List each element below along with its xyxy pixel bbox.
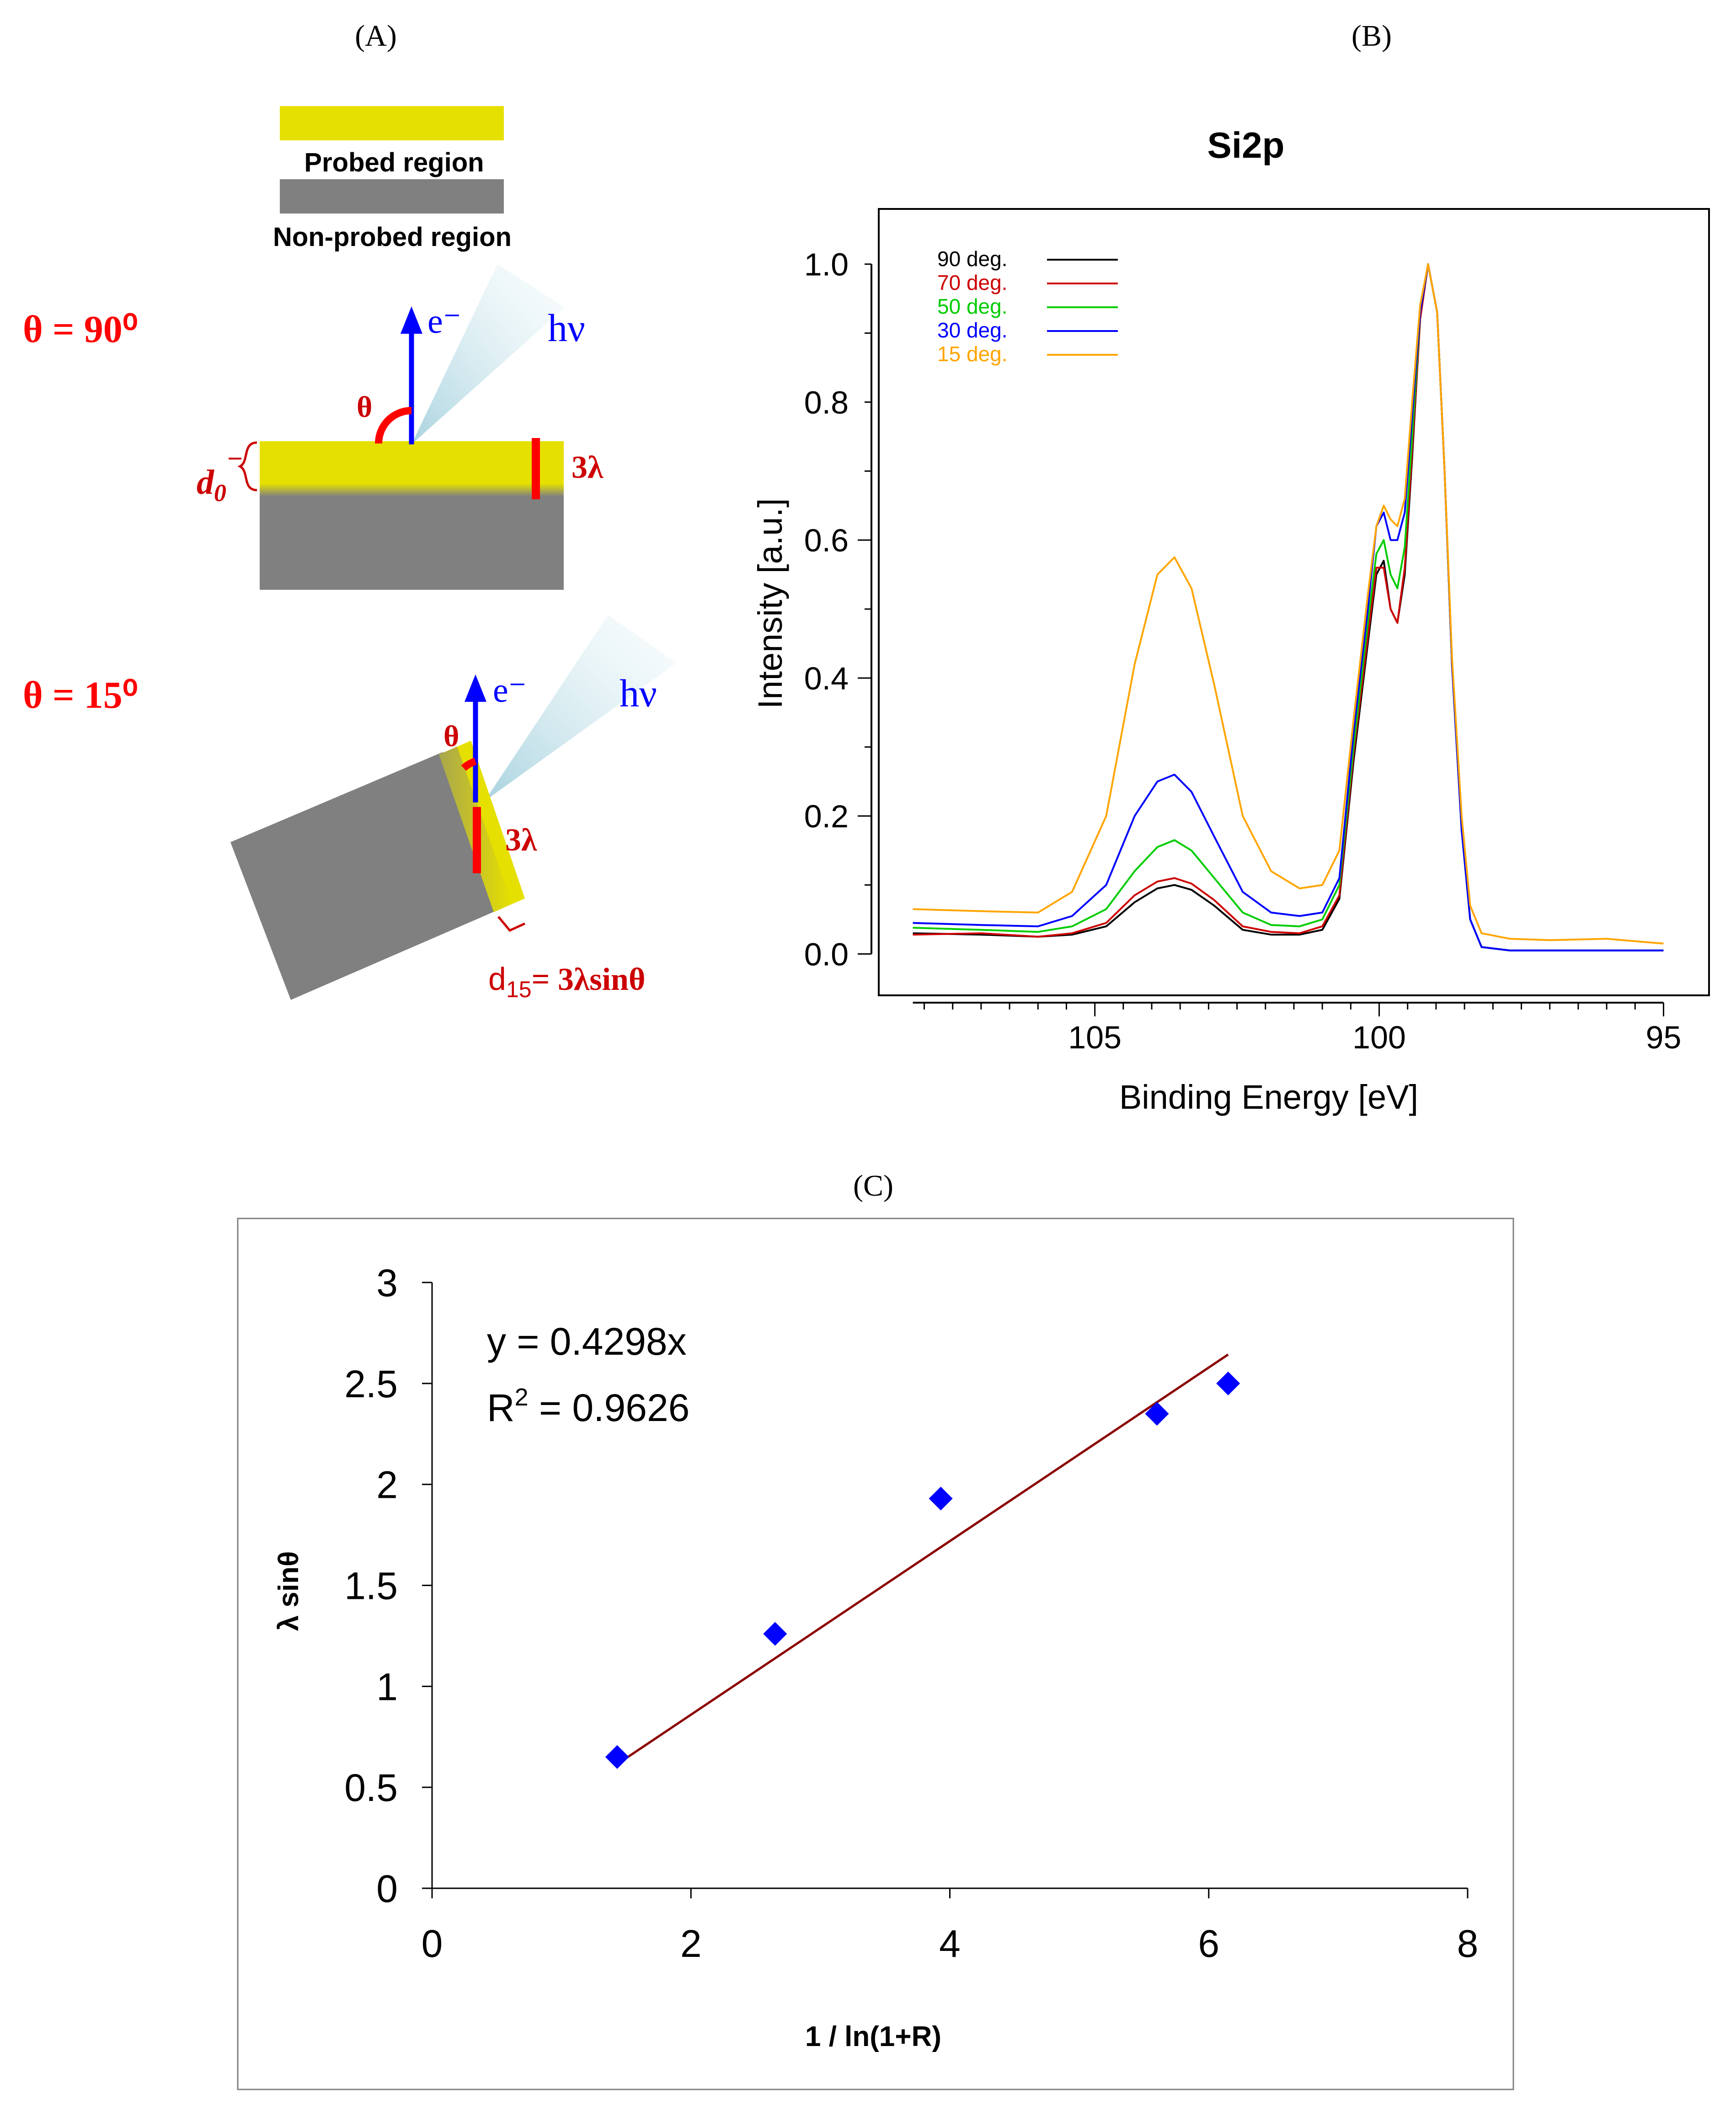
electron-label-15: e⁻: [493, 671, 527, 710]
legend-entry-label: 30 deg.: [937, 318, 1007, 342]
depth-bracket-15: [497, 916, 526, 932]
chart-c-fit: [616, 1353, 1229, 1765]
panel-a-label: (A): [355, 19, 397, 53]
case-90-diagram: θ = 90⁰ θ e⁻ hν 3λ d0: [23, 264, 604, 590]
y-tick-label: 2: [376, 1464, 398, 1507]
electron-label: e⁻: [427, 302, 461, 341]
data-point-marker: [763, 1622, 787, 1646]
chart-c-points: [605, 1371, 1240, 1769]
chart-b-legend: 90 deg.70 deg.50 deg.30 deg.15 deg.: [937, 247, 1118, 366]
angle-theta-label-15: θ: [443, 720, 459, 753]
case-90-title: θ = 90⁰: [23, 308, 138, 351]
depth-formula-text-15: = 3λsinθ: [532, 962, 646, 997]
legend-entry-label: 90 deg.: [937, 247, 1007, 271]
chart-c-xlabel: 1 / ln(1+R): [805, 2021, 941, 2052]
x-tick-label: 105: [1068, 1020, 1122, 1055]
data-point-marker: [605, 1745, 629, 1769]
angle-arc: [375, 407, 412, 444]
chart-b-ylabel: Intensity [a.u.]: [751, 498, 789, 709]
photon-beam: [411, 264, 565, 444]
legend-entry-label: 50 deg.: [937, 294, 1007, 318]
y-tick-label: 1: [376, 1665, 398, 1708]
angle-arc-15: [461, 758, 477, 771]
panel-b: (B) Si2p 105 100 95 0.0 0.2 0.4 0.6 0.8 1.0 90 d…: [751, 19, 1710, 1116]
series-line: [913, 263, 1664, 951]
x-tick-label: 4: [939, 1922, 961, 1965]
photon-label-15: hν: [620, 671, 657, 715]
panel-a: (A) Probed region Non-probed region θ = …: [23, 19, 677, 1002]
chart-c-ylabel: λ sinθ: [273, 1551, 304, 1631]
photon-beam-15: [485, 615, 677, 801]
photon-label: hν: [548, 306, 585, 350]
chart-b-xlabel: Binding Energy [eV]: [1119, 1078, 1418, 1116]
depth-formula-15: d15= 3λsinθ: [488, 961, 646, 1002]
panel-b-label: (B): [1351, 19, 1392, 53]
non-probed-region: [260, 489, 564, 590]
angle-theta-label: θ: [357, 390, 372, 424]
x-tick-label: 8: [1457, 1922, 1479, 1965]
chart-c-axes: 0 0.5 1 1.5 2 2.5 3 0 2 4 6 8: [344, 1261, 1478, 1965]
data-point-marker: [1216, 1371, 1240, 1395]
depth-subscript: 0: [214, 479, 226, 507]
fit-equation: y = 0.4298x: [487, 1320, 687, 1363]
y-tick-label: 2.5: [344, 1362, 398, 1405]
electron-arrow-head: [401, 306, 422, 334]
x-tick-label: 95: [1646, 1020, 1682, 1055]
series-line: [913, 263, 1664, 951]
thickness-label-15: 3λ: [505, 823, 537, 858]
series-line: [913, 263, 1664, 951]
probed-region-fade: [260, 484, 564, 497]
depth-label: d0: [197, 463, 226, 507]
series-line: [913, 263, 1664, 945]
y-tick-label: 0.2: [804, 799, 849, 834]
depth-subscript-15: 15: [506, 977, 532, 1002]
fit-line: [616, 1353, 1229, 1765]
panel-c-label: (C): [853, 1169, 893, 1202]
legend-entry-label: 70 deg.: [937, 271, 1007, 294]
depth-brace: [237, 441, 257, 492]
non-probed-legend-swatch: [280, 179, 504, 214]
r2-value: = 0.9626: [529, 1386, 690, 1429]
chart-c-outer-frame: [237, 1218, 1514, 2090]
depth-symbol: d: [197, 463, 214, 502]
y-tick-label: 0: [376, 1867, 398, 1910]
thickness-label: 3λ: [572, 450, 604, 485]
data-point-marker: [1145, 1402, 1169, 1426]
electron-arrow-head-15: [465, 674, 486, 702]
y-tick-label: 0.8: [804, 385, 849, 420]
y-tick-label: 1.0: [804, 247, 849, 283]
chart-b-axes: 105 100 95 0.0 0.2 0.4 0.6 0.8 1.0: [804, 247, 1682, 1055]
non-probed-legend-label: Non-probed region: [273, 222, 512, 252]
series-line: [913, 263, 1664, 951]
legend-entry-label: 15 deg.: [937, 342, 1007, 366]
r2-prefix: R: [487, 1386, 515, 1429]
probed-region: [260, 441, 564, 489]
y-tick-label: 0.5: [344, 1766, 398, 1809]
data-point-marker: [929, 1486, 953, 1511]
y-tick-label: 3: [376, 1261, 398, 1304]
r2-superscript: 2: [515, 1384, 529, 1411]
chart-b-title: Si2p: [1207, 125, 1285, 166]
probed-legend-label: Probed region: [304, 148, 484, 177]
depth-symbol-15: d: [488, 961, 506, 997]
x-tick-label: 100: [1352, 1020, 1406, 1055]
fit-r-squared: R2 = 0.9626: [487, 1384, 689, 1429]
y-tick-label: 0.6: [804, 523, 849, 558]
case-15-title: θ = 15⁰: [23, 674, 138, 716]
x-tick-label: 2: [680, 1922, 702, 1965]
y-tick-label: 0.4: [804, 661, 849, 696]
non-probed-region-15: [230, 752, 498, 1000]
x-tick-label: 0: [422, 1922, 443, 1965]
chart-b-plot-frame: [878, 208, 1710, 996]
panel-c: (C) 00.511.522.530 2 4 6 8 y = 0.4298x R2 = …: [237, 1169, 1514, 2090]
y-tick-label: 0.0: [804, 936, 849, 972]
y-tick-label: 1.5: [344, 1565, 398, 1608]
x-tick-label: 6: [1198, 1922, 1219, 1965]
chart-b-series: [913, 263, 1664, 951]
case-15-diagram: θ = 15⁰ θ e⁻ hν 3λ d15= 3λsinθ: [23, 615, 677, 1002]
probed-legend-swatch: [280, 106, 504, 140]
